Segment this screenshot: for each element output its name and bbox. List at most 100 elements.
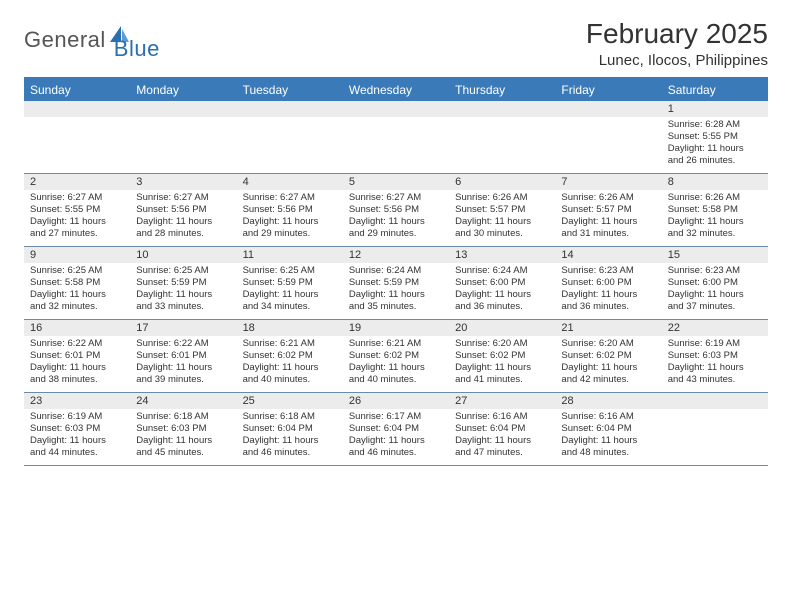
day-data: Sunrise: 6:19 AMSunset: 6:03 PMDaylight:… — [24, 409, 130, 465]
sunrise-text: Sunrise: 6:16 AM — [561, 411, 655, 423]
day-data — [555, 117, 661, 173]
daylight-text: Daylight: 11 hours and 35 minutes. — [349, 289, 443, 313]
day-data: Sunrise: 6:23 AMSunset: 6:00 PMDaylight:… — [555, 263, 661, 319]
day-number: 12 — [343, 247, 449, 263]
day-data: Sunrise: 6:26 AMSunset: 5:58 PMDaylight:… — [662, 190, 768, 246]
day-cell: 26Sunrise: 6:17 AMSunset: 6:04 PMDayligh… — [343, 393, 449, 465]
daylight-text: Daylight: 11 hours and 36 minutes. — [561, 289, 655, 313]
daylight-text: Daylight: 11 hours and 40 minutes. — [243, 362, 337, 386]
sunset-text: Sunset: 6:02 PM — [349, 350, 443, 362]
daylight-text: Daylight: 11 hours and 46 minutes. — [243, 435, 337, 459]
daylight-text: Daylight: 11 hours and 26 minutes. — [668, 143, 762, 167]
sunset-text: Sunset: 6:00 PM — [561, 277, 655, 289]
day-number: 11 — [237, 247, 343, 263]
sunrise-text: Sunrise: 6:28 AM — [668, 119, 762, 131]
sunset-text: Sunset: 5:58 PM — [30, 277, 124, 289]
sunset-text: Sunset: 6:00 PM — [455, 277, 549, 289]
sunrise-text: Sunrise: 6:19 AM — [30, 411, 124, 423]
day-data: Sunrise: 6:16 AMSunset: 6:04 PMDaylight:… — [555, 409, 661, 465]
page-title: February 2025 — [586, 18, 768, 50]
day-number: 15 — [662, 247, 768, 263]
day-number: 10 — [130, 247, 236, 263]
day-data: Sunrise: 6:20 AMSunset: 6:02 PMDaylight:… — [555, 336, 661, 392]
sunset-text: Sunset: 6:04 PM — [561, 423, 655, 435]
day-data — [662, 409, 768, 465]
page-subtitle: Lunec, Ilocos, Philippines — [586, 52, 768, 69]
daylight-text: Daylight: 11 hours and 47 minutes. — [455, 435, 549, 459]
sunrise-text: Sunrise: 6:27 AM — [30, 192, 124, 204]
day-number — [237, 101, 343, 117]
daylight-text: Daylight: 11 hours and 37 minutes. — [668, 289, 762, 313]
day-number: 14 — [555, 247, 661, 263]
day-cell: 9Sunrise: 6:25 AMSunset: 5:58 PMDaylight… — [24, 247, 130, 319]
daylight-text: Daylight: 11 hours and 38 minutes. — [30, 362, 124, 386]
daylight-text: Daylight: 11 hours and 42 minutes. — [561, 362, 655, 386]
day-cell: 28Sunrise: 6:16 AMSunset: 6:04 PMDayligh… — [555, 393, 661, 465]
day-data — [343, 117, 449, 173]
day-data — [449, 117, 555, 173]
day-number — [449, 101, 555, 117]
sunrise-text: Sunrise: 6:27 AM — [136, 192, 230, 204]
day-cell: 14Sunrise: 6:23 AMSunset: 6:00 PMDayligh… — [555, 247, 661, 319]
sunrise-text: Sunrise: 6:26 AM — [668, 192, 762, 204]
day-cell: 15Sunrise: 6:23 AMSunset: 6:00 PMDayligh… — [662, 247, 768, 319]
day-cell: 18Sunrise: 6:21 AMSunset: 6:02 PMDayligh… — [237, 320, 343, 392]
day-data: Sunrise: 6:22 AMSunset: 6:01 PMDaylight:… — [24, 336, 130, 392]
daylight-text: Daylight: 11 hours and 27 minutes. — [30, 216, 124, 240]
day-number: 8 — [662, 174, 768, 190]
sunset-text: Sunset: 5:56 PM — [136, 204, 230, 216]
day-number: 27 — [449, 393, 555, 409]
weekday-header: Friday — [555, 79, 661, 101]
sunrise-text: Sunrise: 6:27 AM — [243, 192, 337, 204]
day-data: Sunrise: 6:18 AMSunset: 6:03 PMDaylight:… — [130, 409, 236, 465]
weekday-header: Wednesday — [343, 79, 449, 101]
sunrise-text: Sunrise: 6:18 AM — [243, 411, 337, 423]
weekday-header: Tuesday — [237, 79, 343, 101]
sunrise-text: Sunrise: 6:21 AM — [349, 338, 443, 350]
day-cell: 11Sunrise: 6:25 AMSunset: 5:59 PMDayligh… — [237, 247, 343, 319]
day-data: Sunrise: 6:25 AMSunset: 5:59 PMDaylight:… — [237, 263, 343, 319]
day-number: 9 — [24, 247, 130, 263]
day-number: 6 — [449, 174, 555, 190]
day-cell: 7Sunrise: 6:26 AMSunset: 5:57 PMDaylight… — [555, 174, 661, 246]
day-cell: 22Sunrise: 6:19 AMSunset: 6:03 PMDayligh… — [662, 320, 768, 392]
day-number — [662, 393, 768, 409]
week-row: 9 Sunrise: 6:25 AM Sunset: 5:58 PM Daylight… — [24, 247, 768, 320]
sunset-text: Sunset: 5:56 PM — [349, 204, 443, 216]
sunrise-text: Sunrise: 6:20 AM — [455, 338, 549, 350]
day-number — [24, 101, 130, 117]
daylight-text: Daylight: 11 hours and 32 minutes. — [668, 216, 762, 240]
day-cell: 20Sunrise: 6:20 AMSunset: 6:02 PMDayligh… — [449, 320, 555, 392]
daylight-text: Daylight: 11 hours and 28 minutes. — [136, 216, 230, 240]
day-data: Sunrise: 6:27 AMSunset: 5:55 PMDaylight:… — [24, 190, 130, 246]
sunrise-text: Sunrise: 6:25 AM — [243, 265, 337, 277]
daylight-text: Daylight: 11 hours and 40 minutes. — [349, 362, 443, 386]
sunset-text: Sunset: 5:55 PM — [30, 204, 124, 216]
logo: General Blue — [24, 18, 160, 62]
day-cell — [237, 101, 343, 173]
sunset-text: Sunset: 5:57 PM — [455, 204, 549, 216]
day-cell: 2Sunrise: 6:27 AMSunset: 5:55 PMDaylight… — [24, 174, 130, 246]
daylight-text: Daylight: 11 hours and 48 minutes. — [561, 435, 655, 459]
day-data: Sunrise: 6:28 AMSunset: 5:55 PMDaylight:… — [662, 117, 768, 173]
day-number: 22 — [662, 320, 768, 336]
week-row: 2Sunrise: 6:27 AMSunset: 5:55 PMDaylight… — [24, 174, 768, 247]
sunrise-text: Sunrise: 6:17 AM — [349, 411, 443, 423]
day-data: Sunrise: 6:23 AMSunset: 6:00 PMDaylight:… — [662, 263, 768, 319]
day-number: 16 — [24, 320, 130, 336]
sunset-text: Sunset: 6:01 PM — [30, 350, 124, 362]
daylight-text: Daylight: 11 hours and 46 minutes. — [349, 435, 443, 459]
day-cell: 5Sunrise: 6:27 AMSunset: 5:56 PMDaylight… — [343, 174, 449, 246]
day-number: 25 — [237, 393, 343, 409]
day-number: 18 — [237, 320, 343, 336]
day-number: 5 — [343, 174, 449, 190]
day-cell — [555, 101, 661, 173]
day-data — [130, 117, 236, 173]
week-row: 23Sunrise: 6:19 AMSunset: 6:03 PMDayligh… — [24, 393, 768, 466]
day-number: 24 — [130, 393, 236, 409]
sunset-text: Sunset: 6:04 PM — [243, 423, 337, 435]
day-cell — [662, 393, 768, 465]
sunrise-text: Sunrise: 6:19 AM — [668, 338, 762, 350]
sunrise-text: Sunrise: 6:26 AM — [455, 192, 549, 204]
day-cell: 23Sunrise: 6:19 AMSunset: 6:03 PMDayligh… — [24, 393, 130, 465]
